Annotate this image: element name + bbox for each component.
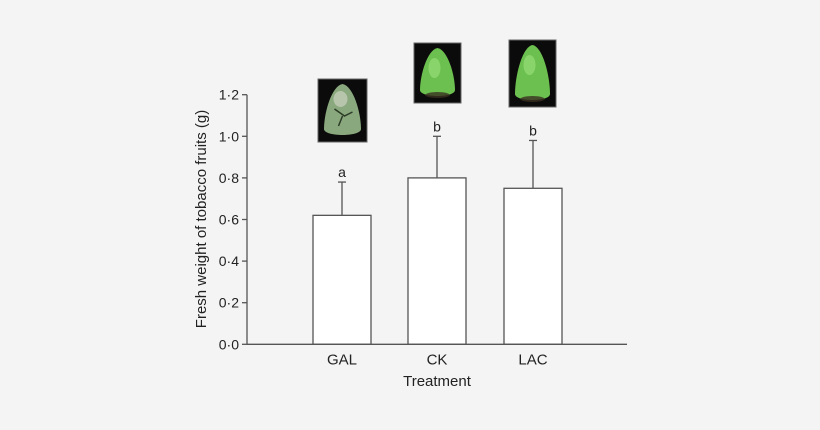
fruit-highlight bbox=[333, 91, 348, 107]
x-axis-label: Treatment bbox=[403, 373, 472, 390]
bars: a b b bbox=[312, 118, 563, 345]
fruit-base bbox=[425, 92, 450, 98]
fruit-shape bbox=[324, 84, 361, 135]
y-tick-label: 0·2 bbox=[219, 295, 239, 311]
y-tick-label: 0·0 bbox=[219, 336, 239, 352]
fruit-base bbox=[520, 96, 545, 102]
bar-lac bbox=[503, 187, 563, 345]
y-tick-label: 1·2 bbox=[219, 87, 239, 103]
significance-letter: b bbox=[433, 118, 441, 134]
fruit-highlight bbox=[428, 58, 441, 78]
y-tick-label: 0·8 bbox=[219, 170, 239, 186]
bar-gal bbox=[312, 214, 372, 345]
x-tick-label: LAC bbox=[518, 351, 547, 368]
y-tick-label: 0·6 bbox=[219, 212, 239, 228]
y-axis-label: Fresh weight of tobacco fruits (g) bbox=[193, 110, 210, 328]
fruit-highlight bbox=[523, 55, 536, 75]
axes: 0·0 0·2 0·4 0·6 0·8 1·0 1·2 GAL CK LAC bbox=[219, 87, 627, 368]
x-tick-label: GAL bbox=[327, 351, 357, 368]
significance-letter: b bbox=[529, 122, 537, 138]
x-tick-label: CK bbox=[427, 351, 448, 368]
bar-ck bbox=[407, 177, 467, 345]
fruit-photos bbox=[317, 39, 557, 143]
y-tick-label: 0·4 bbox=[219, 253, 239, 269]
fruit-photo-ck bbox=[413, 42, 462, 104]
fruit-lesion bbox=[334, 108, 353, 127]
fruit-photo-gal bbox=[317, 78, 368, 143]
fruit-photo-lac bbox=[508, 39, 557, 108]
y-tick-label: 1·0 bbox=[219, 128, 239, 144]
significance-letter: a bbox=[338, 164, 346, 180]
